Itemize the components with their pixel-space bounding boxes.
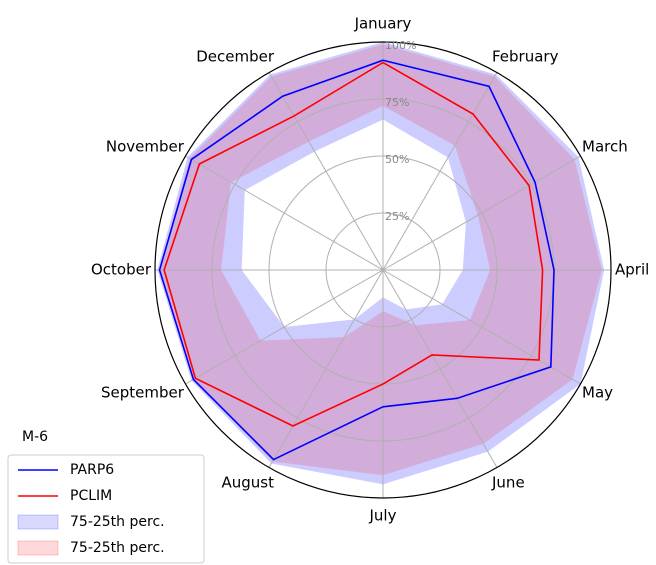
r-tick-label: 25% — [385, 210, 409, 223]
category-label: June — [491, 474, 525, 492]
percentile-band — [159, 44, 602, 476]
series-line — [158, 59, 555, 461]
grid-spoke — [382, 269, 498, 468]
grid-spoke — [382, 155, 581, 271]
category-label: August — [222, 474, 275, 492]
legend-label: 75-25th perc. — [70, 514, 165, 530]
category-label: February — [492, 47, 559, 65]
legend-title: M-6 — [22, 429, 48, 445]
category-label: May — [582, 384, 613, 402]
legend-label: 75-25th perc. — [70, 540, 165, 556]
r-tick-label: 100% — [385, 39, 416, 52]
legend-label: PARP6 — [70, 462, 114, 478]
grid-spoke — [185, 155, 384, 271]
r-tick-label: 75% — [385, 96, 409, 109]
category-label: September — [101, 384, 185, 402]
legend-swatch — [17, 514, 59, 530]
category-label: December — [196, 47, 275, 65]
legend-frame — [7, 454, 205, 564]
category-label: March — [582, 138, 628, 156]
r-tick-label: 50% — [385, 153, 409, 166]
grid-spoke — [185, 269, 384, 385]
outer-frame — [154, 41, 612, 499]
category-label: April — [615, 261, 649, 279]
category-label: November — [106, 138, 185, 156]
legend-swatch — [17, 540, 59, 556]
category-label: January — [354, 15, 412, 33]
grid-spoke — [382, 72, 498, 271]
grid-spoke — [268, 269, 384, 468]
series-line — [163, 61, 544, 427]
grid-spoke — [268, 72, 384, 271]
category-label: October — [91, 261, 152, 279]
category-label: July — [369, 507, 397, 525]
grid-spoke — [382, 269, 581, 385]
legend-label: PCLIM — [70, 488, 112, 504]
percentile-band — [157, 42, 605, 485]
